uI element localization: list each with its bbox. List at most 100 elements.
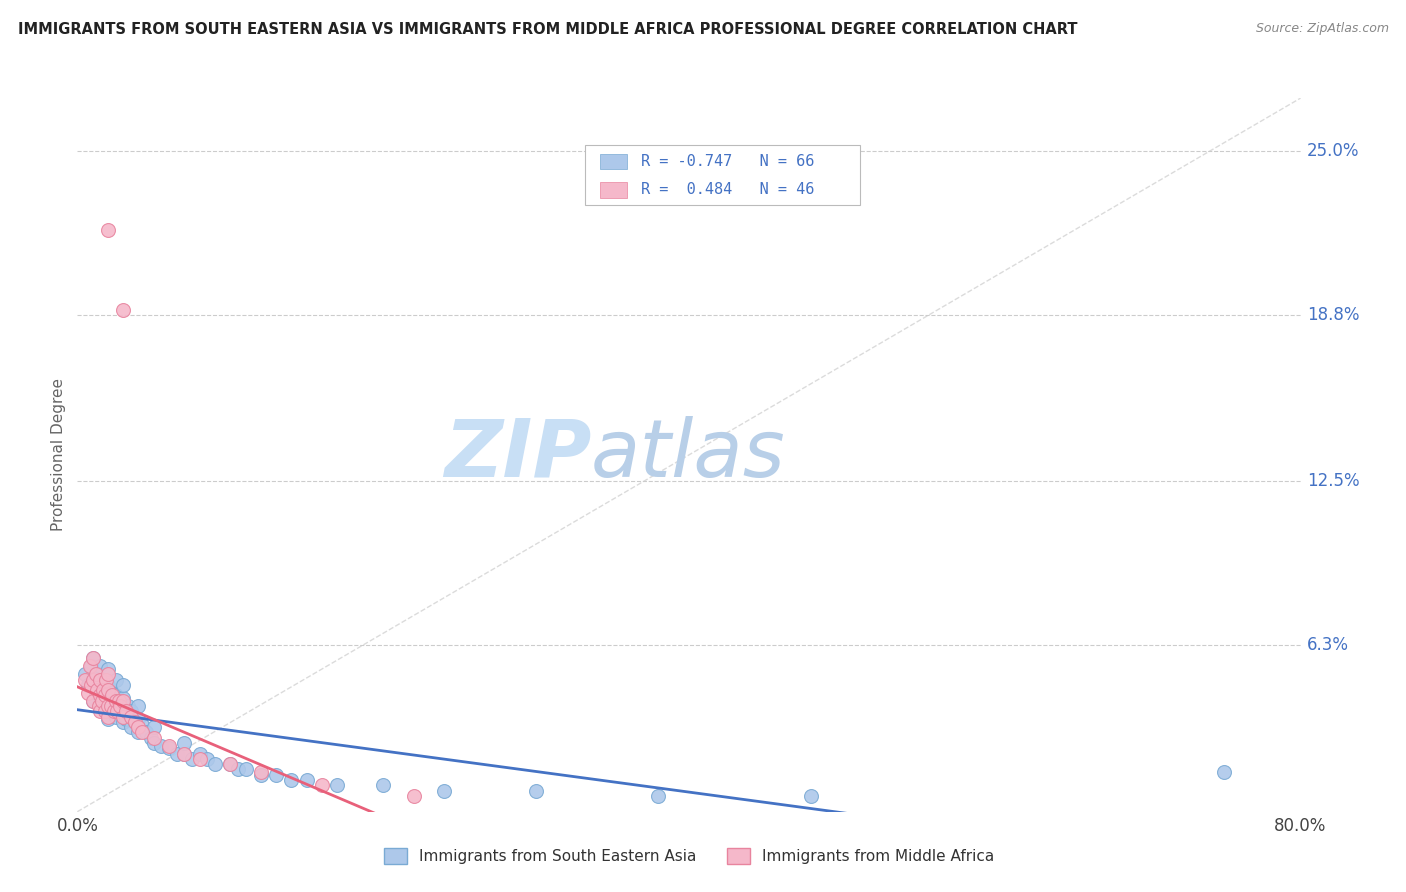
Point [117,698,139,713]
Point [97,694,120,708]
Point [82,694,104,708]
Point [112,678,135,692]
Point [235,763,257,777]
Point [94,673,117,687]
Point [280,772,302,787]
Point [105,704,128,718]
Point [100,704,122,718]
Point [326,778,349,792]
Point [82,694,104,708]
Text: 18.8%: 18.8% [1306,306,1360,324]
Point [77,686,100,700]
Point [112,694,135,708]
Point [250,765,273,780]
FancyBboxPatch shape [585,145,860,205]
Point [142,731,165,745]
Point [250,768,273,782]
Point [103,704,125,718]
Point [77,678,100,692]
Text: Source: ZipAtlas.com: Source: ZipAtlas.com [1256,22,1389,36]
Point [97,667,120,681]
Point [311,778,333,792]
Point [96,673,118,687]
Point [1213,765,1236,780]
Point [173,747,195,761]
Point [107,694,129,708]
Point [91,683,114,698]
Point [104,709,127,723]
Point [647,789,669,803]
Point [107,704,129,718]
Point [89,659,111,673]
Point [115,704,138,718]
Point [124,714,146,729]
Text: 25.0%: 25.0% [1306,142,1360,160]
Point [181,752,204,766]
Point [264,768,287,782]
Point [104,698,127,713]
Point [89,678,111,692]
Point [94,689,117,703]
Point [101,689,124,703]
Point [112,704,135,718]
Point [89,704,111,718]
Point [195,752,218,766]
Point [82,673,104,687]
Point [524,783,547,797]
Point [112,709,135,723]
Point [108,694,131,708]
Point [89,673,111,687]
Point [124,714,146,729]
Text: R =  0.484   N = 46: R = 0.484 N = 46 [641,183,814,197]
Point [97,662,120,676]
Point [80,678,103,692]
Text: IMMIGRANTS FROM SOUTH EASTERN ASIA VS IMMIGRANTS FROM MIDDLE AFRICA PROFESSIONAL: IMMIGRANTS FROM SOUTH EASTERN ASIA VS IM… [18,22,1078,37]
Point [219,757,242,772]
Point [188,752,211,766]
Point [157,741,180,756]
Point [127,698,149,713]
Point [173,736,195,750]
Point [188,747,211,761]
Point [120,709,142,723]
Point [112,691,135,706]
Point [115,712,138,726]
Point [82,651,104,665]
Point [100,698,122,713]
Point [84,667,107,681]
Y-axis label: Professional Degree: Professional Degree [51,378,66,532]
Point [97,678,120,692]
Point [89,698,111,713]
Point [80,659,103,673]
Point [97,709,120,723]
Bar [599,182,627,198]
Point [127,712,149,726]
Point [402,789,425,803]
Point [120,704,142,718]
Point [120,720,142,734]
Point [79,659,101,673]
Point [97,698,120,713]
Point [127,720,149,734]
Point [90,694,112,708]
Point [97,712,120,726]
Point [131,725,153,739]
Point [150,739,173,753]
Point [135,725,157,739]
Point [91,691,114,706]
Point [433,783,456,797]
Point [173,747,195,761]
Point [89,689,111,703]
Point [86,683,108,698]
Text: 6.3%: 6.3% [1306,636,1348,654]
Text: atlas: atlas [591,416,786,494]
Point [204,757,226,772]
Point [139,731,162,745]
Point [104,694,127,708]
Text: R = -0.747   N = 66: R = -0.747 N = 66 [641,154,814,169]
Point [73,667,96,681]
Point [94,704,117,718]
Point [104,673,127,687]
Point [104,689,127,703]
Point [73,673,96,687]
